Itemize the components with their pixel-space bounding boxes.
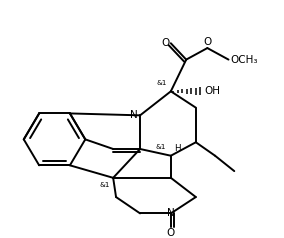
Text: N: N bbox=[130, 110, 138, 120]
Text: OCH₃: OCH₃ bbox=[230, 55, 258, 64]
Text: &1: &1 bbox=[156, 79, 167, 85]
Text: O: O bbox=[167, 228, 175, 238]
Text: H: H bbox=[174, 144, 180, 153]
Text: &1: &1 bbox=[100, 182, 110, 188]
Text: &1: &1 bbox=[156, 144, 166, 150]
Text: O: O bbox=[162, 38, 170, 48]
Text: O: O bbox=[203, 37, 212, 47]
Text: N: N bbox=[167, 208, 175, 218]
Text: OH: OH bbox=[204, 86, 220, 96]
